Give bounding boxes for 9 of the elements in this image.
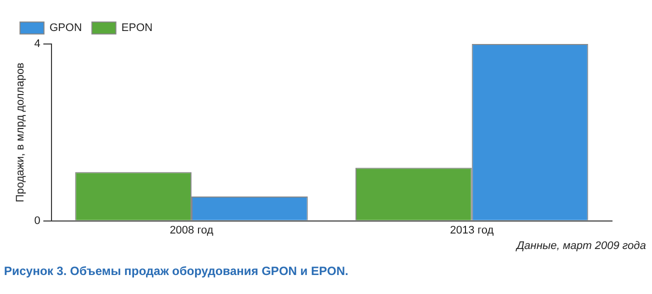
legend-label: GPON bbox=[50, 22, 82, 34]
text: Рисунок 3. Объемы продаж оборудования GPON и EPON. bbox=[3, 264, 350, 278]
y-tick-label: 4 bbox=[34, 38, 40, 50]
text: Данные, март 2009 года bbox=[514, 240, 647, 252]
x-tick-label: 2013 год bbox=[450, 224, 494, 236]
y-tick-label: 0 bbox=[34, 214, 40, 227]
legend-label: EPON bbox=[121, 22, 153, 34]
x-tick-label: 2008 год bbox=[170, 224, 214, 236]
y-axis-title: Продажи, в млрд долларов bbox=[14, 62, 27, 202]
